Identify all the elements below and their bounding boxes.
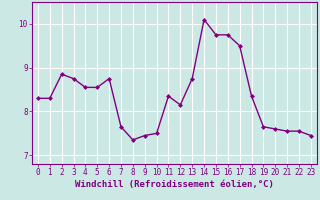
X-axis label: Windchill (Refroidissement éolien,°C): Windchill (Refroidissement éolien,°C) bbox=[75, 180, 274, 189]
